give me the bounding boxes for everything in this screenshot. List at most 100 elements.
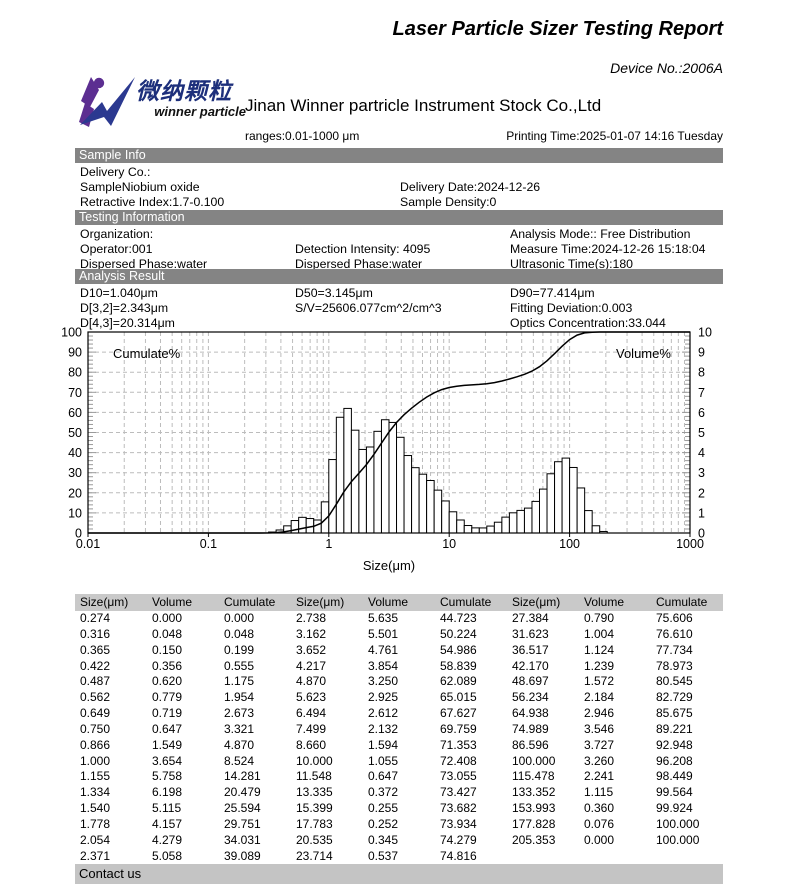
table-cell: 0.150 — [152, 642, 183, 657]
table-cell: 177.828 — [512, 816, 556, 831]
histogram-bar — [396, 436, 405, 534]
table-header-cell: Cumulate — [435, 594, 507, 611]
histogram-bar — [441, 500, 450, 534]
table-cell: 0.274 — [80, 611, 111, 625]
table-cell: 3.260 — [584, 753, 615, 768]
table-cell: 205.353 — [512, 832, 556, 847]
table-cell: 5.115 — [152, 801, 182, 816]
company-logo: 微纳颗粒 winner particle — [78, 76, 246, 128]
cumulate-axis-title: Cumulate% — [113, 346, 181, 361]
report-title: Laser Particle Sizer Testing Report — [392, 18, 723, 40]
table-cell: 69.759 — [440, 721, 477, 736]
table-cell: 14.281 — [224, 769, 261, 784]
table-cell: 0.048 — [152, 626, 183, 641]
table-cell: 0.719 — [152, 706, 183, 721]
table-cell: 5.635 — [368, 611, 399, 625]
info-text: D90=77.414μm — [510, 286, 595, 300]
table-cell: 4.870 — [224, 737, 255, 752]
histogram-bar — [546, 473, 556, 534]
x-axis-title: Size(μm) — [363, 558, 415, 573]
right-axis-label: 9 — [698, 346, 705, 360]
x-axis-label: 100 — [559, 537, 580, 551]
table-cell: 0.255 — [368, 801, 399, 816]
table-cell: 1.055 — [368, 753, 399, 768]
table-cell: 71.353 — [440, 737, 477, 752]
table-cell: 17.783 — [296, 816, 333, 831]
table-cell: 0.422 — [80, 658, 111, 673]
left-axis-label: 70 — [68, 386, 82, 400]
table-cell: 1.572 — [584, 674, 615, 689]
table-cell: 0.750 — [80, 721, 111, 736]
table-cell: 7.499 — [296, 721, 327, 736]
x-axis-label: 0.01 — [76, 537, 100, 551]
info-text: Fitting Deviation:0.003 — [510, 301, 633, 315]
contact-us-bar: Contact us — [75, 864, 723, 884]
histogram-bar — [531, 500, 541, 534]
table-header-cell: Cumulate — [651, 594, 723, 611]
table-cell: 15.399 — [296, 801, 333, 816]
table-cell: 1.594 — [368, 737, 399, 752]
cumulate-curve — [88, 331, 690, 534]
table-cell: 3.321 — [224, 721, 255, 736]
histogram-bar — [426, 479, 435, 534]
section-sample-info: Sample Info Delivery Co.: SampleNiobium ox… — [75, 148, 723, 210]
table-cell: 67.627 — [440, 706, 477, 721]
left-axis-label: 30 — [68, 466, 82, 480]
table-cell: 1.778 — [80, 816, 111, 831]
histogram-bar — [350, 429, 360, 534]
table-cell: 5.623 — [296, 690, 327, 705]
right-axis-label: 7 — [698, 386, 705, 400]
table-cell: 1.155 — [80, 769, 111, 784]
histogram-bar — [298, 516, 307, 534]
table-cell: 29.751 — [224, 816, 261, 831]
left-axis-label: 40 — [68, 446, 82, 460]
table-cell: 11.548 — [296, 769, 332, 784]
section-header: Analysis Result — [75, 269, 723, 284]
table-cell: 1.549 — [152, 737, 183, 752]
info-text: SampleNiobium oxide — [80, 180, 200, 194]
table-cell: 1.000 — [80, 753, 111, 768]
table-cell: 2.132 — [368, 721, 399, 736]
table-cell: 99.564 — [656, 785, 693, 800]
table-cell: 3.546 — [584, 721, 615, 736]
right-axis-label: 2 — [698, 486, 705, 500]
volume-axis-title: Volume% — [616, 346, 671, 361]
left-axis-label: 80 — [68, 366, 82, 380]
right-axis-label: 3 — [698, 466, 705, 480]
section-header: Sample Info — [75, 148, 723, 163]
table-cell: 96.208 — [656, 753, 693, 768]
left-axis-label: 100 — [61, 327, 82, 340]
info-text: Detection Intensity: 4095 — [295, 242, 431, 256]
table-cell: 0.555 — [224, 658, 255, 673]
x-axis-label: 1 — [325, 537, 332, 551]
table-cell: 39.089 — [224, 848, 261, 863]
histogram-bar — [328, 459, 337, 534]
histogram-bar — [403, 455, 413, 534]
histogram-bar — [343, 407, 352, 534]
info-text: Delivery Co.: — [80, 165, 151, 179]
table-cell: 0.199 — [224, 642, 255, 657]
table-cell: 20.535 — [296, 832, 333, 847]
histogram-bar — [471, 527, 480, 534]
table-cell: 85.675 — [656, 706, 693, 721]
table-cell: 8.660 — [296, 737, 327, 752]
info-text: Organization: — [80, 227, 154, 241]
table-cell: 6.198 — [152, 785, 183, 800]
table-cell: 5.058 — [152, 848, 183, 863]
histogram-bar — [516, 509, 525, 534]
right-axis-label: 10 — [698, 327, 712, 340]
table-cell: 23.714 — [296, 848, 333, 863]
table-cell: 0.356 — [152, 658, 183, 673]
table-cell: 4.761 — [368, 642, 399, 657]
table-header-cell: Size(μm) — [291, 594, 363, 611]
table-cell: 2.738 — [296, 611, 327, 625]
table-cell: 72.408 — [440, 753, 477, 768]
table-cell: 56.234 — [512, 690, 549, 705]
info-text: Optics Concentration:33.044 — [510, 316, 666, 330]
right-axis-label: 8 — [698, 366, 705, 380]
table-cell: 80.545 — [656, 674, 693, 689]
table-cell: 1.175 — [224, 674, 255, 689]
table-cell: 78.973 — [656, 658, 693, 673]
x-axis-label: 1000 — [676, 537, 704, 551]
